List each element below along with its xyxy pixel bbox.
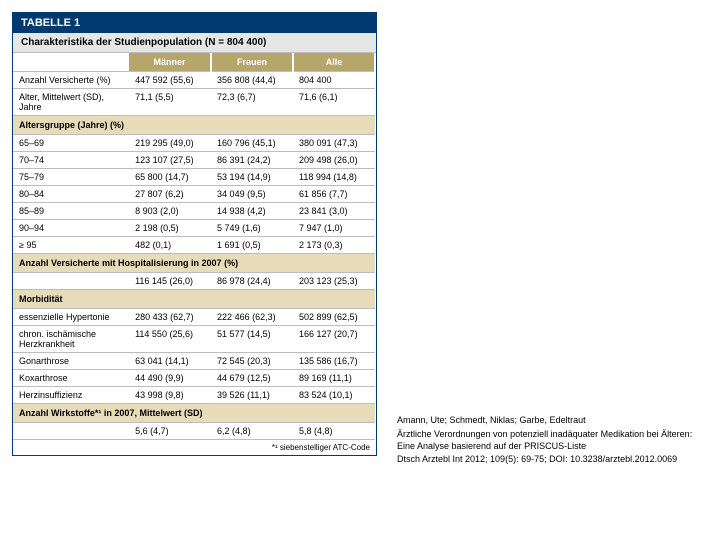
row-label: 85–89 <box>13 203 129 220</box>
col-all: Alle <box>293 53 375 72</box>
table-row: essenzielle Hypertonie280 433 (62,7)222 … <box>13 309 375 326</box>
table-row: 70–74123 107 (27,5)86 391 (24,2)209 498 … <box>13 152 375 169</box>
table-footnote: *¹ siebenstelliger ATC-Code <box>13 440 376 455</box>
row-label: 75–79 <box>13 169 129 186</box>
cell-all: 203 123 (25,3) <box>293 273 375 290</box>
citation-source: Dtsch Arztebl Int 2012; 109(5): 69-75; D… <box>397 454 697 466</box>
cell-men: 8 903 (2,0) <box>129 203 211 220</box>
cell-all: 804 400 <box>293 72 375 89</box>
citation-authors: Amann, Ute; Schmedt, Niklas; Garbe, Edel… <box>397 415 697 427</box>
row-label: 70–74 <box>13 152 129 169</box>
cell-men: 44 490 (9,9) <box>129 370 211 387</box>
cell-all: 61 856 (7,7) <box>293 186 375 203</box>
cell-women: 222 466 (62,3) <box>211 309 293 326</box>
cell-women: 6,2 (4,8) <box>211 423 293 440</box>
table-row: chron. ischämische Herzkrankheit114 550 … <box>13 326 375 353</box>
cell-all: 71,6 (6,1) <box>293 89 375 116</box>
cell-all: 502 899 (62,5) <box>293 309 375 326</box>
table-row: Anzahl Versicherte (%)447 592 (55,6)356 … <box>13 72 375 89</box>
row-label <box>13 273 129 290</box>
table-row: Koxarthrose44 490 (9,9)44 679 (12,5)89 1… <box>13 370 375 387</box>
cell-men: 123 107 (27,5) <box>129 152 211 169</box>
col-women: Frauen <box>211 53 293 72</box>
row-label: 80–84 <box>13 186 129 203</box>
cell-all: 89 169 (11,1) <box>293 370 375 387</box>
row-label: chron. ischämische Herzkrankheit <box>13 326 129 353</box>
cell-men: 116 145 (26,0) <box>129 273 211 290</box>
cell-all: 166 127 (20,7) <box>293 326 375 353</box>
citation-block: Amann, Ute; Schmedt, Niklas; Garbe, Edel… <box>397 415 697 468</box>
citation-title: Ärztliche Verordnungen von potenziell in… <box>397 429 697 452</box>
cell-men: 65 800 (14,7) <box>129 169 211 186</box>
table-row: 5,6 (4,7)6,2 (4,8)5,8 (4,8) <box>13 423 375 440</box>
section-hosp: Anzahl Versicherte mit Hospitalisierung … <box>13 254 375 273</box>
cell-men: 43 998 (9,8) <box>129 387 211 404</box>
main-table: Männer Frauen Alle Anzahl Versicherte (%… <box>13 53 376 440</box>
cell-women: 39 526 (11,1) <box>211 387 293 404</box>
cell-men: 447 592 (55,6) <box>129 72 211 89</box>
table-subtitle: Charakteristika der Studienpopulation (N… <box>13 33 376 53</box>
row-label: Alter, Mittelwert (SD), Jahre <box>13 89 129 116</box>
cell-women: 72,3 (6,7) <box>211 89 293 116</box>
table-row: 90–942 198 (0,5)5 749 (1,6)7 947 (1,0) <box>13 220 375 237</box>
cell-men: 71,1 (5,5) <box>129 89 211 116</box>
row-label: 90–94 <box>13 220 129 237</box>
section-wirk: Anzahl Wirkstoffe*¹ in 2007, Mittelwert … <box>13 404 375 423</box>
cell-women: 44 679 (12,5) <box>211 370 293 387</box>
data-table: TABELLE 1 Charakteristika der Studienpop… <box>12 12 377 456</box>
header-row: Männer Frauen Alle <box>13 53 375 72</box>
cell-all: 7 947 (1,0) <box>293 220 375 237</box>
cell-men: 219 295 (49,0) <box>129 135 211 152</box>
cell-men: 2 198 (0,5) <box>129 220 211 237</box>
cell-all: 5,8 (4,8) <box>293 423 375 440</box>
row-label: 65–69 <box>13 135 129 152</box>
cell-men: 114 550 (25,6) <box>129 326 211 353</box>
cell-women: 51 577 (14,5) <box>211 326 293 353</box>
cell-all: 209 498 (26,0) <box>293 152 375 169</box>
cell-all: 83 524 (10,1) <box>293 387 375 404</box>
table-row: Herzinsuffizienz43 998 (9,8)39 526 (11,1… <box>13 387 375 404</box>
cell-all: 2 173 (0,3) <box>293 237 375 254</box>
table-row: 116 145 (26,0)86 978 (24,4)203 123 (25,3… <box>13 273 375 290</box>
cell-men: 280 433 (62,7) <box>129 309 211 326</box>
section-morb: Morbidität <box>13 290 375 309</box>
cell-women: 356 808 (44,4) <box>211 72 293 89</box>
cell-women: 72 545 (20,3) <box>211 353 293 370</box>
cell-men: 5,6 (4,7) <box>129 423 211 440</box>
cell-all: 135 586 (16,7) <box>293 353 375 370</box>
cell-all: 23 841 (3,0) <box>293 203 375 220</box>
col-men: Männer <box>129 53 211 72</box>
table-row: Alter, Mittelwert (SD), Jahre71,1 (5,5)7… <box>13 89 375 116</box>
cell-women: 160 796 (45,1) <box>211 135 293 152</box>
cell-women: 14 938 (4,2) <box>211 203 293 220</box>
cell-men: 27 807 (6,2) <box>129 186 211 203</box>
cell-men: 63 041 (14,1) <box>129 353 211 370</box>
cell-women: 86 978 (24,4) <box>211 273 293 290</box>
table-row: Gonarthrose63 041 (14,1)72 545 (20,3)135… <box>13 353 375 370</box>
table-row: 85–898 903 (2,0)14 938 (4,2)23 841 (3,0) <box>13 203 375 220</box>
table-row: 75–7965 800 (14,7)53 194 (14,9)118 994 (… <box>13 169 375 186</box>
cell-men: 482 (0,1) <box>129 237 211 254</box>
table-row: 65–69219 295 (49,0)160 796 (45,1)380 091… <box>13 135 375 152</box>
row-label: Herzinsuffizienz <box>13 387 129 404</box>
row-label: Gonarthrose <box>13 353 129 370</box>
table-label: TABELLE 1 <box>13 13 376 33</box>
table-row: ≥ 95482 (0,1)1 691 (0,5)2 173 (0,3) <box>13 237 375 254</box>
row-label: Koxarthrose <box>13 370 129 387</box>
table-row: 80–8427 807 (6,2)34 049 (9,5)61 856 (7,7… <box>13 186 375 203</box>
cell-all: 118 994 (14,8) <box>293 169 375 186</box>
cell-women: 1 691 (0,5) <box>211 237 293 254</box>
row-label: Anzahl Versicherte (%) <box>13 72 129 89</box>
cell-women: 86 391 (24,2) <box>211 152 293 169</box>
cell-women: 53 194 (14,9) <box>211 169 293 186</box>
row-label <box>13 423 129 440</box>
cell-all: 380 091 (47,3) <box>293 135 375 152</box>
cell-women: 5 749 (1,6) <box>211 220 293 237</box>
section-age: Altersgruppe (Jahre) (%) <box>13 116 375 135</box>
cell-women: 34 049 (9,5) <box>211 186 293 203</box>
row-label: essenzielle Hypertonie <box>13 309 129 326</box>
row-label: ≥ 95 <box>13 237 129 254</box>
